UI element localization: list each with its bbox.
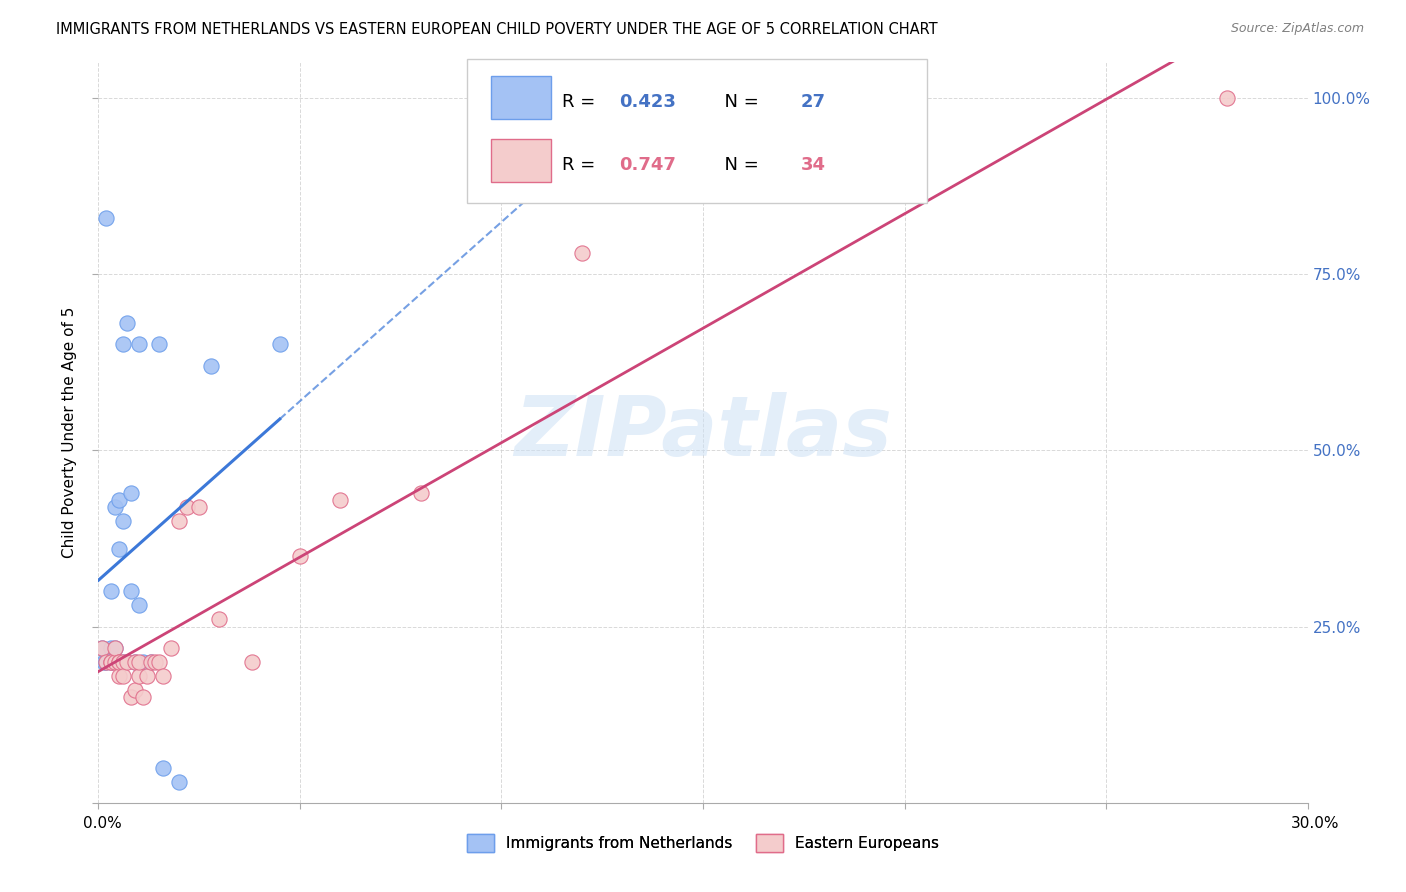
Point	[103, 655, 125, 669]
Point	[240, 655, 263, 669]
Point	[120, 690, 142, 704]
FancyBboxPatch shape	[492, 76, 551, 120]
Point	[124, 683, 146, 698]
Y-axis label: Child Poverty Under the Age of 5: Child Poverty Under the Age of 5	[62, 307, 77, 558]
Point	[148, 655, 170, 669]
Point	[167, 514, 190, 528]
Point	[200, 359, 222, 373]
Point	[111, 655, 134, 669]
Text: N =: N =	[713, 93, 765, 111]
Point	[135, 669, 157, 683]
Point	[115, 655, 138, 669]
Text: 34: 34	[801, 155, 825, 174]
Text: 27: 27	[801, 93, 825, 111]
Point	[111, 655, 134, 669]
Point	[107, 669, 129, 683]
Point	[269, 337, 291, 351]
Point	[93, 655, 115, 669]
Point	[120, 584, 142, 599]
Point	[103, 500, 125, 514]
Point	[107, 655, 129, 669]
Point	[128, 599, 150, 613]
Point	[124, 655, 146, 669]
Point	[96, 211, 118, 225]
Point	[107, 655, 129, 669]
Text: IMMIGRANTS FROM NETHERLANDS VS EASTERN EUROPEAN CHILD POVERTY UNDER THE AGE OF 5: IMMIGRANTS FROM NETHERLANDS VS EASTERN E…	[56, 22, 938, 37]
Point	[115, 316, 138, 330]
Point	[208, 612, 231, 626]
Point	[188, 500, 211, 514]
Point	[100, 584, 122, 599]
Point	[152, 669, 174, 683]
Point	[96, 655, 118, 669]
Point	[96, 655, 118, 669]
Point	[288, 549, 311, 563]
Point	[128, 669, 150, 683]
Point	[107, 541, 129, 556]
Point	[176, 500, 198, 514]
Point	[167, 774, 190, 789]
Text: N =: N =	[713, 155, 765, 174]
Point	[152, 760, 174, 774]
Point	[120, 485, 142, 500]
Text: 0.0%: 0.0%	[83, 816, 122, 830]
Point	[103, 640, 125, 655]
Point	[124, 655, 146, 669]
Point	[111, 669, 134, 683]
Point	[128, 655, 150, 669]
Point	[329, 492, 352, 507]
Point	[148, 337, 170, 351]
FancyBboxPatch shape	[492, 138, 551, 182]
Point	[143, 655, 166, 669]
Point	[1216, 91, 1239, 105]
FancyBboxPatch shape	[467, 59, 927, 203]
Legend: Immigrants from Netherlands, Eastern Europeans: Immigrants from Netherlands, Eastern Eur…	[461, 829, 945, 858]
Point	[571, 245, 593, 260]
Point	[160, 640, 183, 655]
Text: 0.747: 0.747	[620, 155, 676, 174]
Point	[100, 655, 122, 669]
Point	[107, 492, 129, 507]
Point	[91, 640, 114, 655]
Point	[100, 640, 122, 655]
Point	[111, 514, 134, 528]
Text: ZIPatlas: ZIPatlas	[515, 392, 891, 473]
Point	[91, 640, 114, 655]
Point	[100, 655, 122, 669]
Text: R =: R =	[561, 93, 600, 111]
Point	[111, 337, 134, 351]
Point	[132, 655, 155, 669]
Point	[100, 655, 122, 669]
Point	[132, 690, 155, 704]
Point	[409, 485, 432, 500]
Text: Source: ZipAtlas.com: Source: ZipAtlas.com	[1230, 22, 1364, 36]
Text: 30.0%: 30.0%	[1291, 816, 1339, 830]
Point	[128, 337, 150, 351]
Point	[139, 655, 162, 669]
Point	[103, 640, 125, 655]
Point	[139, 655, 162, 669]
Text: 0.423: 0.423	[620, 93, 676, 111]
Text: R =: R =	[561, 155, 600, 174]
